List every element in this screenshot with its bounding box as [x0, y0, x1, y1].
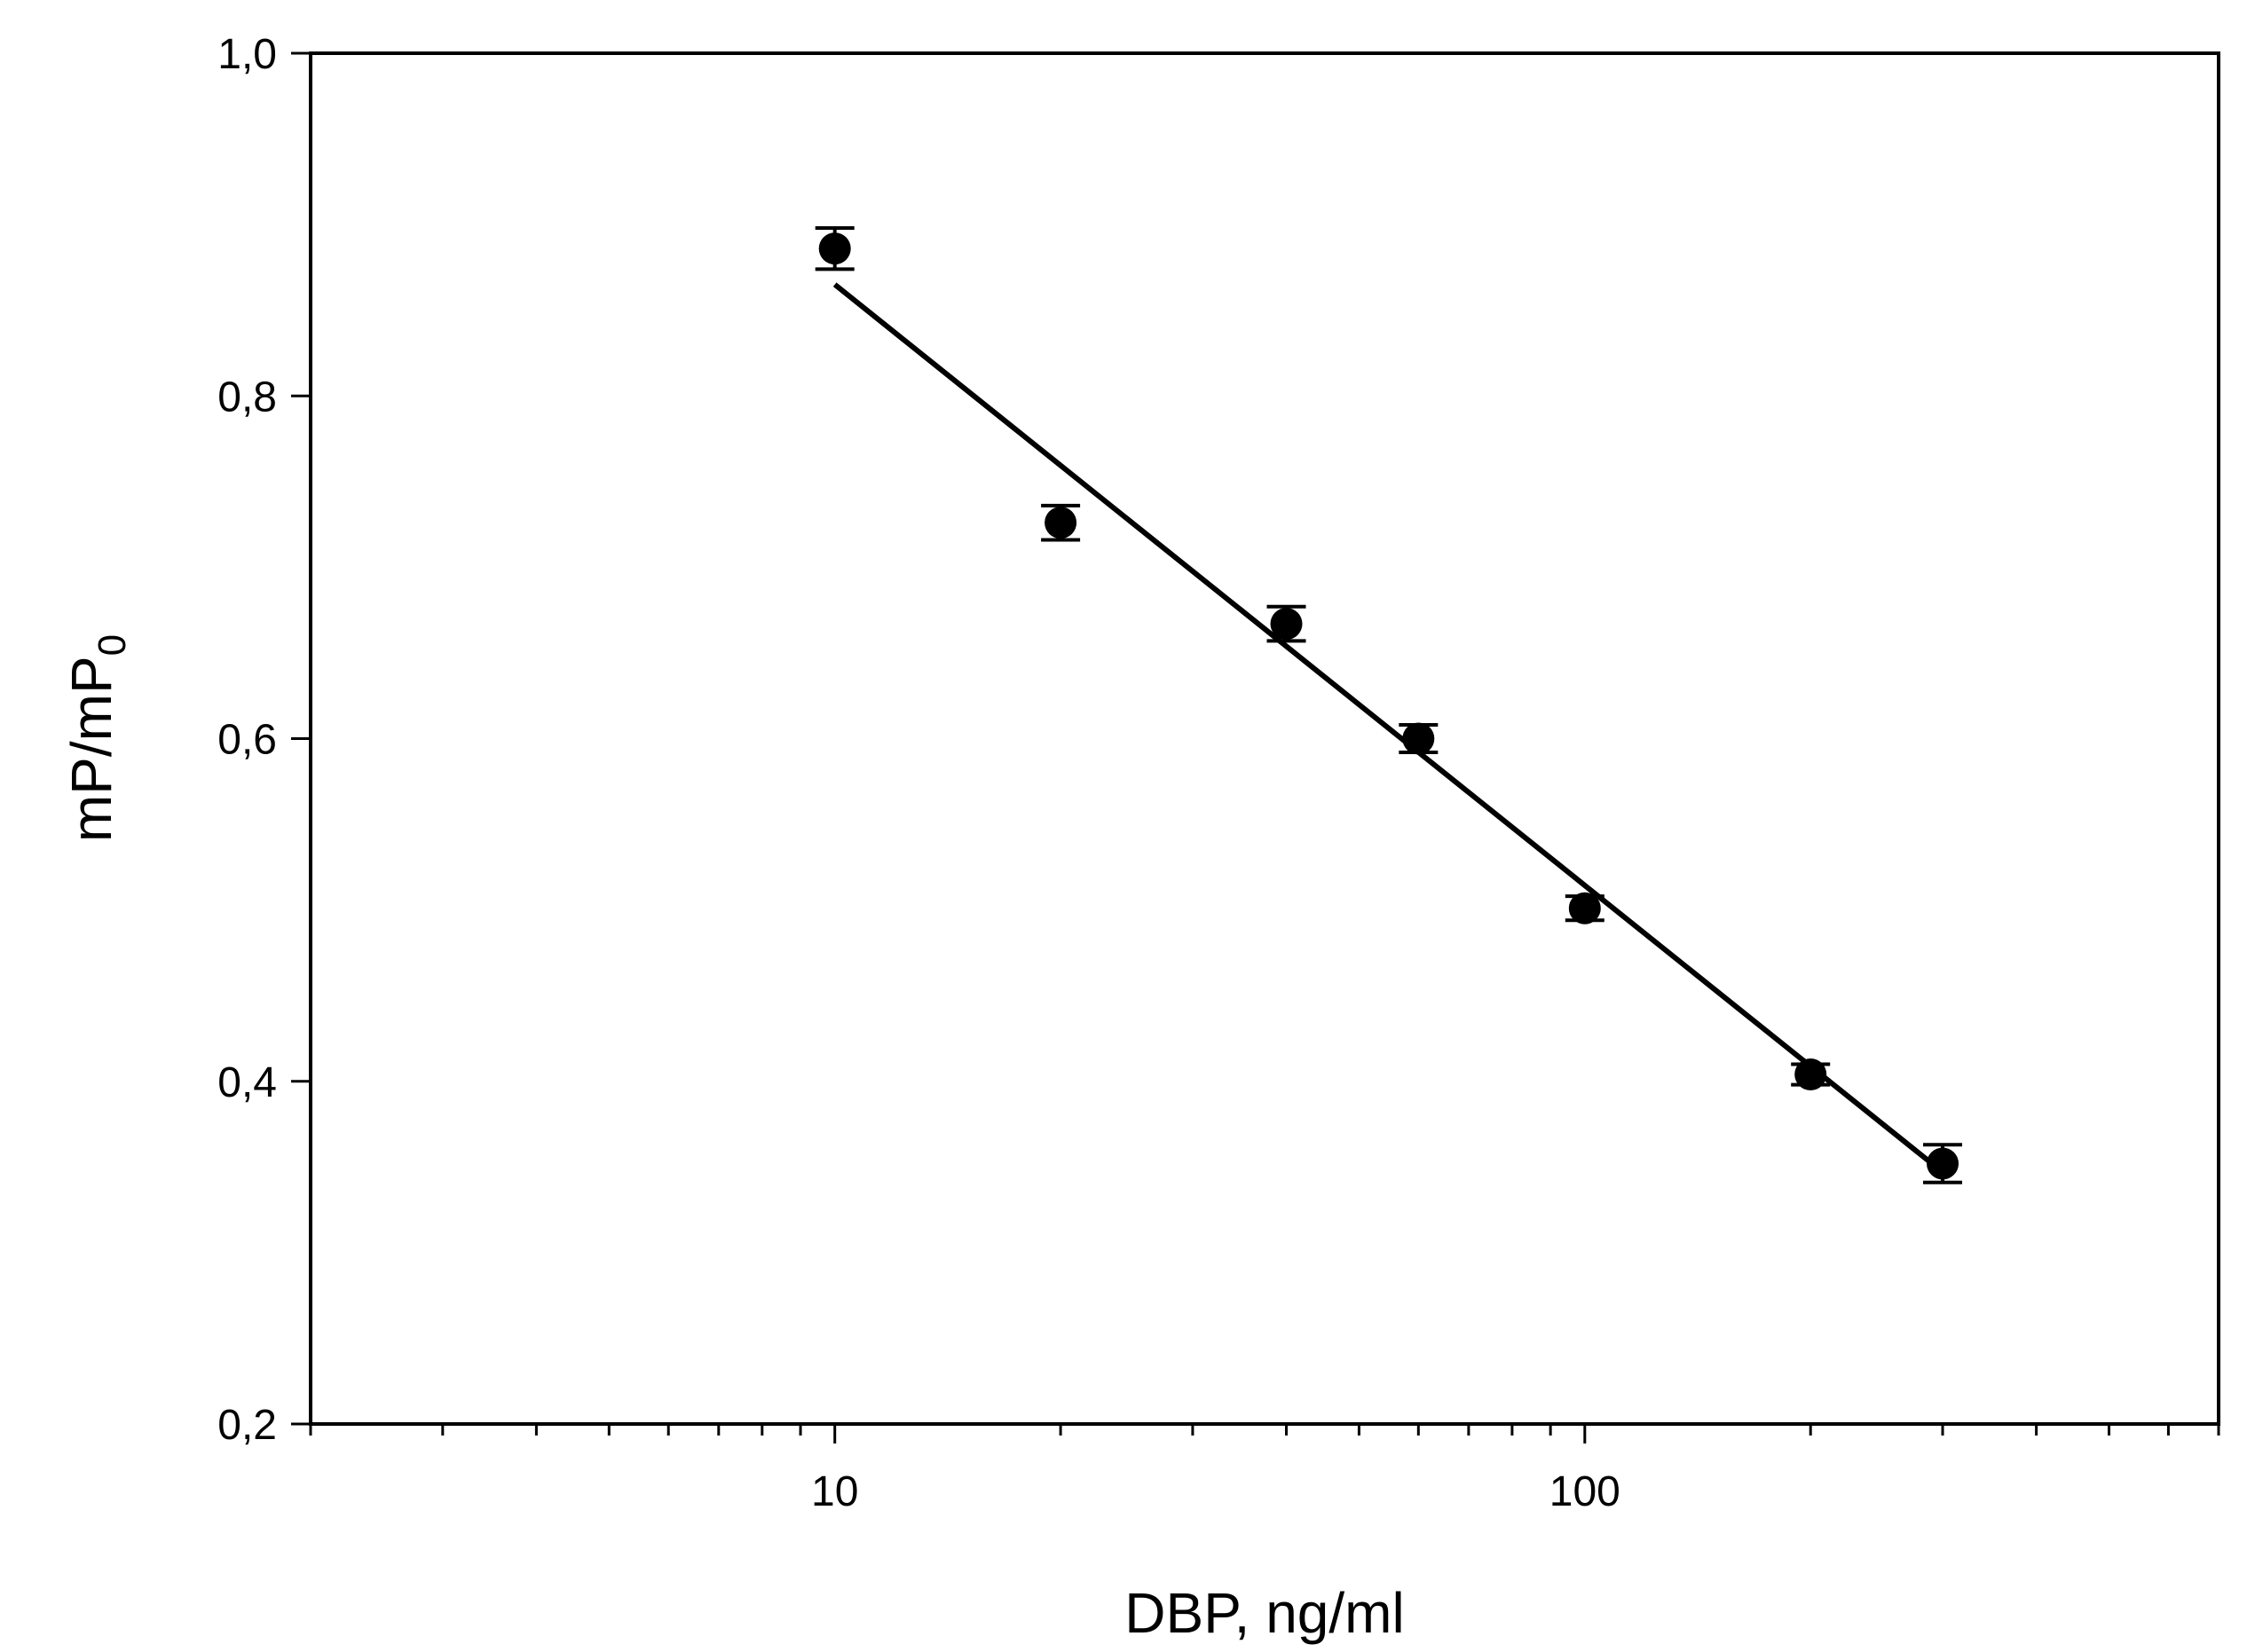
y-tick-label: 0,2	[217, 1402, 277, 1449]
y-tick-label: 0,8	[217, 374, 277, 421]
y-tick-label: 0,6	[217, 717, 277, 764]
x-tick-label: 10	[811, 1468, 858, 1515]
y-tick-label: 1,0	[217, 31, 277, 78]
plot-frame	[309, 51, 2220, 1426]
data-point	[1927, 1147, 1959, 1180]
x-axis-ticks: 10 100	[309, 1424, 2220, 1515]
data-point	[1270, 608, 1303, 641]
fit-line-group	[832, 282, 1944, 1175]
data-points	[818, 232, 1959, 1180]
data-point	[818, 232, 851, 265]
fit-line	[832, 282, 1944, 1175]
error-bars	[815, 225, 1963, 1184]
data-point	[1045, 507, 1077, 539]
data-point	[1794, 1058, 1827, 1091]
y-axis-title-subscript: 0	[91, 634, 134, 656]
y-axis-title-main: mP/mP	[59, 656, 123, 842]
data-point	[1568, 892, 1601, 924]
data-point	[1402, 722, 1435, 755]
y-axis-ticks: 0,2 0,4 0,6 0,8 1,0	[217, 31, 311, 1449]
y-tick-label: 0,4	[217, 1059, 277, 1106]
x-axis-title: DBP, ng/ml	[1124, 1581, 1404, 1645]
y-axis-title: mP/mP0	[59, 634, 134, 842]
x-tick-label: 100	[1549, 1468, 1620, 1515]
